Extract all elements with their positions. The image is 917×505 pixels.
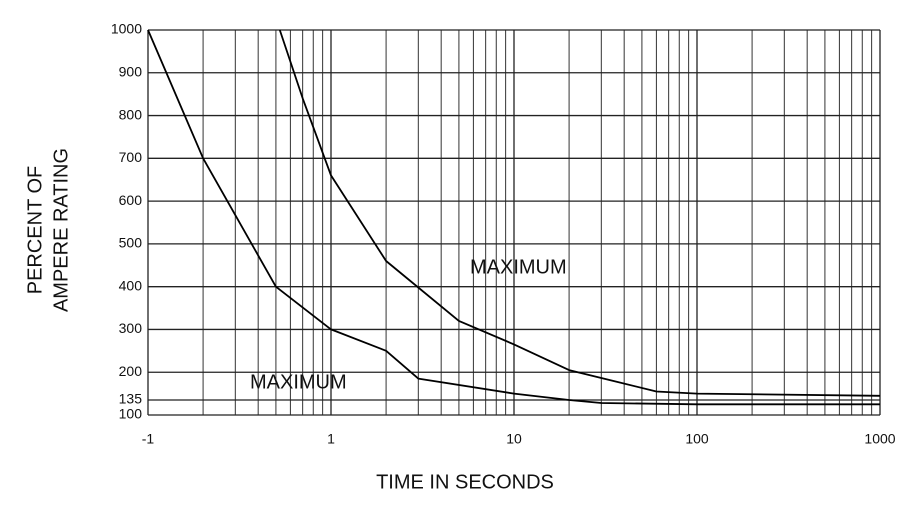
y-tick-label: 135 <box>119 391 143 407</box>
curve-label: MAXIMUM <box>470 256 567 278</box>
curve-label: MAXIMUM <box>250 371 347 393</box>
y-tick-label: 800 <box>119 106 143 122</box>
x-tick-label: 10 <box>506 431 522 447</box>
y-tick-label: 400 <box>119 277 143 293</box>
curve <box>278 29 881 397</box>
y-tick-label: 600 <box>119 192 143 208</box>
x-tick-label: 1000 <box>864 431 895 447</box>
y-tick-label: 700 <box>119 149 143 165</box>
x-tick-label: -1 <box>142 431 155 447</box>
x-tick-label: 1 <box>327 431 335 447</box>
x-axis-label: TIME IN SECONDS <box>376 471 554 493</box>
y-tick-label: 200 <box>119 363 143 379</box>
y-tick-label: 300 <box>119 320 143 336</box>
y-tick-label: 500 <box>119 235 143 251</box>
curve <box>147 29 880 406</box>
y-tick-label: 1000 <box>111 21 142 37</box>
y-axis-label: AMPERE RATING <box>50 148 72 312</box>
y-tick-label: 100 <box>119 406 143 422</box>
y-tick-label: 900 <box>119 63 143 79</box>
y-axis-label: PERCENT OF <box>24 166 46 295</box>
x-tick-label: 100 <box>685 431 709 447</box>
